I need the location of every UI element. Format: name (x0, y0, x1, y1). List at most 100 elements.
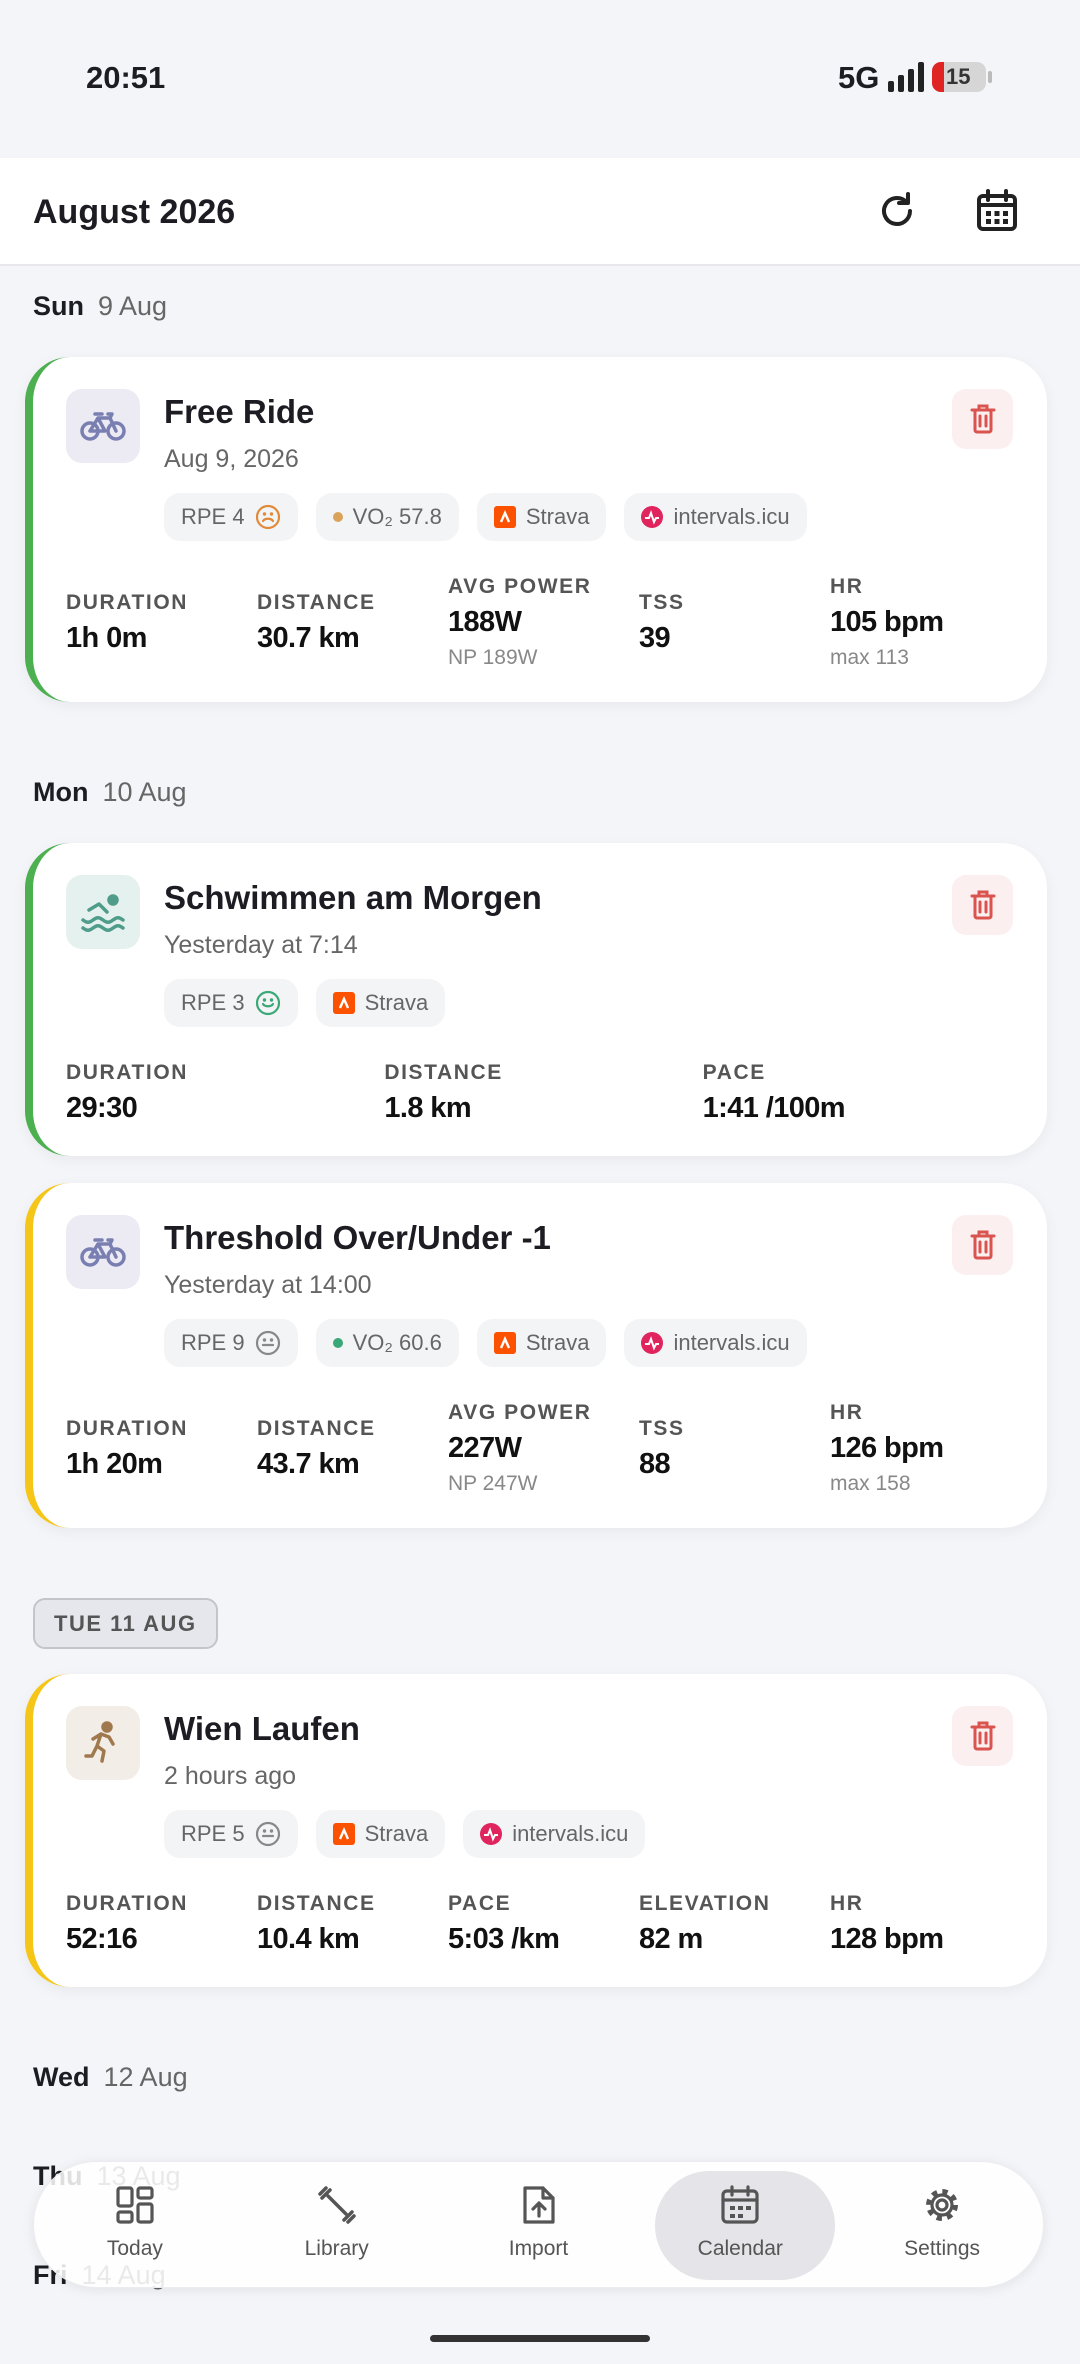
status-bar: 20:51 5G 15 (0, 0, 1080, 158)
strava-logo (493, 1332, 516, 1354)
nav-item[interactable]: Settings (841, 2162, 1043, 2287)
icon-part (977, 189, 1017, 207)
icon-part (973, 894, 992, 920)
icon-part (930, 2193, 954, 2217)
stats: DURATION 52:16 DISTANCE 10.4 km PACE 5:03 /km… (66, 1889, 1021, 1959)
icon-part (531, 2186, 556, 2218)
icon-part (317, 2186, 356, 2224)
tag-text: Strava (525, 1330, 590, 1355)
icon-part (730, 2214, 736, 2218)
trash-icon (970, 404, 995, 434)
stat-label: PACE (702, 1061, 766, 1084)
delete-button[interactable] (952, 1215, 1013, 1275)
stat-value: 29:30 (66, 1092, 138, 1124)
stat-value: 188W (448, 606, 522, 638)
tags: RPE 4 VO₂ 57.8 Strava intervals.icu (164, 493, 1047, 541)
tag: RPE 9 (164, 1319, 298, 1367)
app-bar: August 2026 (0, 158, 1080, 266)
tag: RPE 4 (164, 493, 298, 541)
icon-part (882, 196, 912, 226)
day-header: Mon 10 Aug (0, 772, 1080, 812)
icon-part (116, 2210, 134, 2224)
day: Wed 12 Aug (0, 2057, 1080, 2097)
sport-glyph (80, 1238, 126, 1267)
weekday: Mon (33, 777, 89, 807)
icon-part (738, 2206, 744, 2210)
icon-part (255, 504, 280, 530)
icon-part (970, 1230, 995, 1260)
intervals-logo (641, 506, 664, 528)
stat: PACE 5:03 /km (448, 1889, 639, 1959)
icon-part (255, 1330, 280, 1356)
stat-label: DURATION (66, 1892, 189, 1915)
stat: DURATION 29:30 (66, 1058, 384, 1128)
battery-level (932, 62, 944, 92)
icon-part (970, 404, 995, 434)
stat-label: DISTANCE (257, 1892, 376, 1915)
stat-label: PACE (448, 1892, 512, 1915)
stat-value: 43.7 km (257, 1448, 360, 1480)
day: Sun 9 Aug Free Ride Aug 9, 2026 RPE 4 VO₂ 57.… (0, 286, 1080, 702)
bottom-nav: Today Library Import Calendar Settings (33, 2161, 1044, 2288)
delete-button[interactable] (952, 875, 1013, 935)
icon-part (107, 894, 119, 906)
icon-part (918, 62, 924, 92)
icon-part (332, 1823, 355, 1845)
stat: AVG POWER 227W NP 247W (448, 1398, 639, 1500)
stat: DISTANCE 10.4 km (257, 1889, 448, 1959)
calendar-button[interactable] (972, 186, 1022, 236)
stat: HR 105 bpm max 113 (830, 572, 1021, 674)
refresh-button[interactable] (872, 186, 922, 236)
stat: HR 128 bpm (830, 1889, 1021, 1959)
tag: intervals.icu (463, 1810, 646, 1858)
icon-part (721, 2185, 759, 2224)
icon-part (499, 1336, 510, 1349)
tag: RPE 3 (164, 979, 298, 1027)
nav-item[interactable]: Calendar (639, 2162, 841, 2287)
activity-card[interactable]: Free Ride Aug 9, 2026 RPE 4 VO₂ 57.8 Strava i… (25, 357, 1047, 702)
nav-item[interactable]: Library (236, 2162, 438, 2287)
stat-value: 105 bpm (830, 606, 944, 638)
stat: DURATION 1h 20m (66, 1414, 257, 1484)
day-list: Sun 9 Aug Free Ride Aug 9, 2026 RPE 4 VO₂ 57.… (0, 266, 1080, 2295)
icon-part (332, 512, 343, 522)
icon-part (88, 1238, 118, 1259)
icon-part (84, 1721, 115, 1763)
stat-value: 126 bpm (830, 1432, 944, 1464)
tag: Strava (476, 1319, 607, 1367)
activity-card[interactable]: Threshold Over/Under -1 Yesterday at 14:0… (25, 1183, 1047, 1528)
stat: TSS 88 (639, 1414, 830, 1484)
clock: 20:51 (86, 60, 166, 95)
strava-logo (332, 992, 355, 1014)
icon-part (80, 1238, 126, 1267)
delete-button[interactable] (952, 1706, 1013, 1766)
day: Mon 10 Aug Schwimmen am Morgen Yesterday at… (0, 772, 1080, 1528)
icon-part (926, 2189, 959, 2221)
nav-label: Calendar (697, 2237, 783, 2260)
stat-label: DISTANCE (257, 1417, 376, 1440)
day-header: Sun 9 Aug (0, 286, 1080, 326)
stat-label: TSS (639, 1417, 685, 1440)
battery: 15 (932, 62, 986, 92)
activity-card[interactable]: Wien Laufen 2 hours ago RPE 5 Strava interva… (25, 1674, 1047, 1987)
icon-part (255, 990, 280, 1016)
icon-part (255, 990, 280, 1016)
nav-item[interactable]: Import (438, 2162, 640, 2287)
stats: DURATION 1h 20m DISTANCE 43.7 km AVG POWER 22… (66, 1398, 1021, 1500)
icon-part (978, 1731, 987, 1745)
stat-label: HR (830, 575, 864, 598)
day-header: Wed 12 Aug (0, 2057, 1080, 2097)
activity-card[interactable]: Schwimmen am Morgen Yesterday at 7:14 RPE … (25, 843, 1047, 1156)
delete-button[interactable] (952, 389, 1013, 449)
tag-text: Strava (364, 1821, 429, 1846)
sport-glyph (84, 1721, 115, 1763)
stats: DURATION 1h 0m DISTANCE 30.7 km AVG POWER 188… (66, 572, 1021, 674)
nav-label: Import (508, 2237, 569, 2260)
cards: Wien Laufen 2 hours ago RPE 5 Strava interva… (0, 1674, 1080, 1987)
icon-part (973, 1234, 992, 1260)
icon-part (136, 2202, 154, 2224)
icon-part (978, 414, 987, 428)
strava-logo (332, 1823, 355, 1845)
nav-item[interactable]: Today (34, 2162, 236, 2287)
